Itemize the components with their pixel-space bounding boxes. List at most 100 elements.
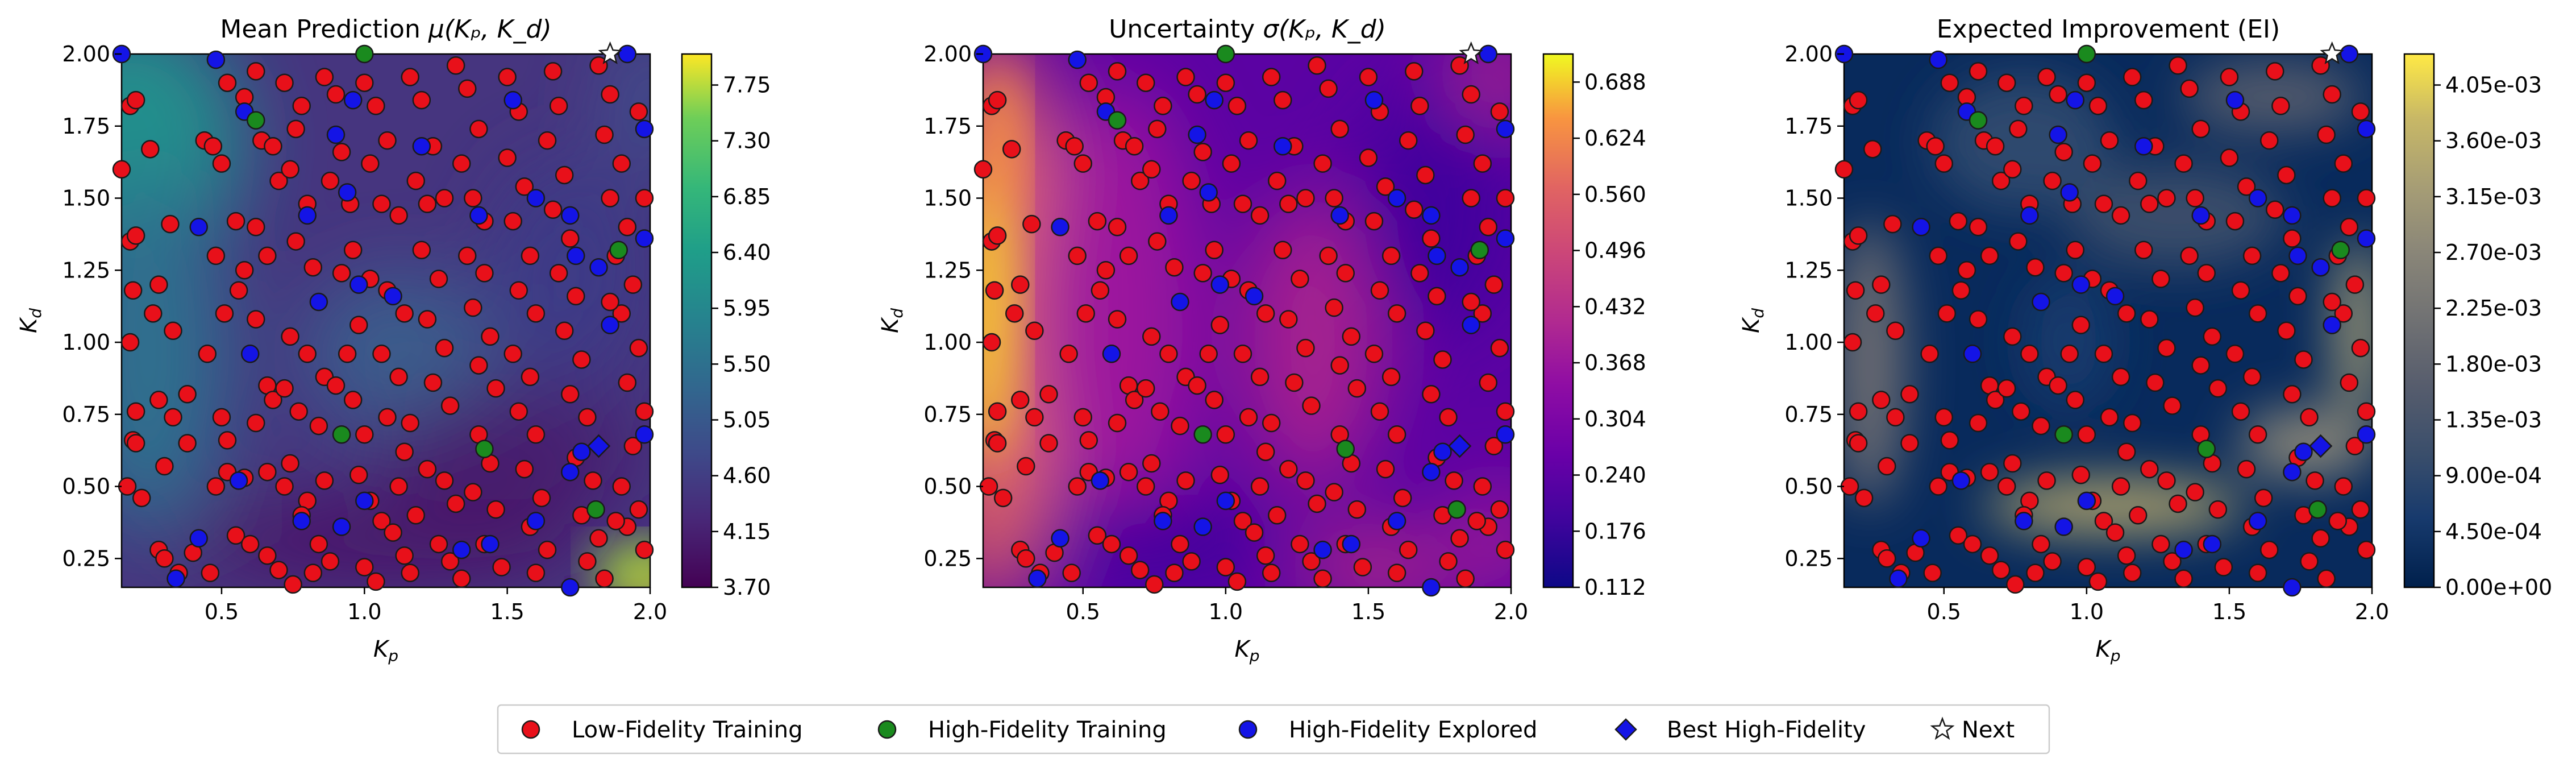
low-fidelity-point bbox=[1926, 136, 1945, 156]
low-fidelity-point bbox=[2317, 125, 2336, 144]
colorbar-tick-label: 0.432 bbox=[1584, 294, 1646, 319]
low-fidelity-point bbox=[2266, 62, 2284, 81]
high-fidelity-explored-point bbox=[1193, 517, 1212, 536]
high-fidelity-point bbox=[2308, 500, 2327, 519]
low-fidelity-point bbox=[1119, 546, 1138, 565]
low-fidelity-point bbox=[372, 345, 391, 363]
low-fidelity-point bbox=[567, 287, 585, 306]
low-fidelity-point bbox=[2134, 90, 2153, 110]
low-fidelity-point bbox=[1376, 177, 1395, 196]
low-fidelity-point bbox=[1125, 136, 1144, 156]
y-axis-label: Kd bbox=[877, 308, 906, 333]
high-fidelity-explored-point bbox=[481, 534, 500, 554]
low-fidelity-point bbox=[367, 97, 385, 115]
low-fidelity-point bbox=[538, 540, 557, 559]
low-fidelity-point bbox=[1849, 90, 1868, 110]
low-fidelity-point bbox=[1291, 534, 1309, 554]
low-fidelity-point bbox=[2140, 459, 2159, 479]
high-fidelity-point bbox=[1969, 111, 1988, 130]
low-fidelity-point bbox=[2077, 425, 2096, 444]
high-fidelity-explored-point bbox=[2174, 540, 2193, 559]
low-fidelity-point bbox=[1330, 356, 1349, 375]
low-fidelity-point bbox=[988, 434, 1007, 453]
low-fidelity-point bbox=[1997, 379, 2016, 398]
low-fidelity-point bbox=[435, 189, 454, 208]
low-fidelity-point bbox=[395, 442, 414, 461]
high-fidelity-explored-point bbox=[1364, 90, 1384, 110]
low-fidelity-point bbox=[275, 379, 294, 398]
low-fidelity-point bbox=[2169, 56, 2187, 75]
x-tick-label: 1.5 bbox=[490, 599, 524, 624]
mean-prediction-colorbar: 3.70 4.15 4.60 5.05 5.50 5.95 6.40 6.85 7.30 7.75 bbox=[681, 53, 771, 600]
colorbar-tick-label: 0.00e+00 bbox=[2445, 575, 2552, 600]
high-fidelity-point bbox=[586, 500, 605, 519]
low-fidelity-point bbox=[201, 563, 220, 582]
low-fidelity-point bbox=[1473, 304, 1492, 323]
low-fidelity-point bbox=[315, 68, 334, 86]
low-fidelity-point bbox=[1422, 385, 1441, 404]
low-fidelity-point bbox=[1473, 154, 1492, 173]
low-fidelity-point bbox=[258, 462, 277, 482]
high-fidelity-explored-point bbox=[1912, 529, 1930, 548]
y-tick-label: 1.75 bbox=[923, 114, 972, 139]
legend-explored-marker bbox=[1238, 720, 1258, 739]
low-fidelity-point bbox=[1073, 408, 1093, 427]
low-fidelity-point bbox=[521, 246, 540, 266]
low-fidelity-point bbox=[2088, 572, 2108, 591]
low-fidelity-point bbox=[435, 471, 454, 490]
low-fidelity-point bbox=[2054, 264, 2073, 283]
low-fidelity-point bbox=[1005, 304, 1024, 323]
low-fidelity-point bbox=[2306, 471, 2324, 490]
low-fidelity-point bbox=[578, 552, 597, 571]
low-fidelity-point bbox=[458, 79, 477, 98]
low-fidelity-point bbox=[469, 356, 488, 375]
low-fidelity-point bbox=[1142, 454, 1161, 473]
colorbar-tick-label: 4.05e-03 bbox=[2445, 73, 2542, 98]
low-fidelity-point bbox=[509, 402, 528, 421]
low-fidelity-point bbox=[1148, 119, 1167, 139]
legend: Low-Fidelity Training High-Fidelity Trai… bbox=[497, 704, 2050, 754]
colorbar-tick-label: 9.00e-04 bbox=[2445, 463, 2542, 488]
low-fidelity-point bbox=[1929, 477, 1947, 496]
low-fidelity-point bbox=[601, 292, 619, 312]
colorbar-tick-label: 4.60 bbox=[723, 463, 771, 488]
high-fidelity-explored-point bbox=[2340, 44, 2359, 64]
low-fidelity-point bbox=[1364, 345, 1384, 363]
low-fidelity-point bbox=[2111, 367, 2130, 387]
low-fidelity-point bbox=[1119, 462, 1138, 482]
colorbar-tick-label: 0.304 bbox=[1584, 407, 1646, 432]
low-fidelity-point bbox=[1136, 73, 1155, 92]
low-fidelity-point bbox=[2180, 246, 2199, 266]
low-fidelity-point bbox=[1399, 540, 1418, 559]
low-fidelity-point bbox=[401, 563, 419, 582]
high-fidelity-explored-point bbox=[635, 229, 654, 248]
low-fidelity-point bbox=[269, 561, 288, 579]
low-fidelity-point bbox=[2009, 232, 2028, 251]
low-fidelity-point bbox=[303, 258, 323, 277]
y-tick-label: 0.75 bbox=[923, 402, 972, 427]
low-fidelity-point bbox=[2026, 563, 2045, 582]
low-fidelity-point bbox=[1256, 442, 1275, 461]
high-fidelity-explored-point bbox=[2134, 136, 2153, 156]
high-fidelity-point bbox=[332, 425, 351, 444]
high-fidelity-point bbox=[355, 44, 374, 64]
low-fidelity-point bbox=[1381, 246, 1401, 266]
low-fidelity-point bbox=[973, 160, 993, 179]
low-fidelity-point bbox=[1216, 73, 1235, 92]
low-fidelity-point bbox=[247, 310, 265, 329]
low-fidelity-point bbox=[1370, 281, 1389, 300]
high-fidelity-explored-point bbox=[1171, 292, 1189, 312]
high-fidelity-explored-point bbox=[469, 206, 488, 225]
low-fidelity-point bbox=[503, 212, 522, 231]
high-fidelity-explored-point bbox=[2323, 316, 2341, 334]
low-fidelity-point bbox=[1250, 367, 1270, 387]
low-fidelity-point bbox=[2271, 264, 2290, 283]
low-fidelity-point bbox=[149, 275, 168, 294]
low-fidelity-point bbox=[1387, 563, 1406, 582]
low-fidelity-point bbox=[372, 194, 391, 213]
low-fidelity-point bbox=[203, 136, 223, 156]
low-fidelity-point bbox=[1450, 56, 1469, 75]
low-fidelity-point bbox=[281, 327, 299, 346]
high-fidelity-explored-point bbox=[2357, 119, 2376, 139]
low-fidelity-point bbox=[2088, 97, 2108, 115]
